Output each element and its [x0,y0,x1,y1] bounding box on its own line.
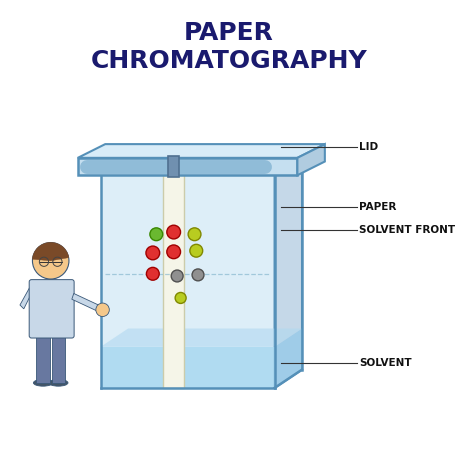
Polygon shape [100,328,302,347]
Circle shape [146,267,159,280]
FancyBboxPatch shape [100,347,274,388]
FancyBboxPatch shape [52,335,65,383]
Polygon shape [100,150,302,168]
Circle shape [96,303,109,317]
FancyBboxPatch shape [78,158,297,175]
Polygon shape [20,288,31,309]
Circle shape [188,228,201,241]
Circle shape [190,244,203,257]
FancyBboxPatch shape [29,280,74,338]
Circle shape [167,245,181,259]
FancyBboxPatch shape [36,335,50,383]
Circle shape [150,228,163,241]
Text: SOLVENT FRONT: SOLVENT FRONT [359,225,456,235]
FancyBboxPatch shape [163,168,184,388]
Polygon shape [78,144,325,158]
Circle shape [167,225,181,239]
Text: PAPER: PAPER [184,21,273,46]
Polygon shape [274,150,302,388]
Circle shape [171,270,183,282]
Polygon shape [297,144,325,175]
Text: CHROMATOGRAPHY: CHROMATOGRAPHY [91,49,367,73]
Wedge shape [32,242,69,261]
Circle shape [146,246,160,260]
Circle shape [192,269,204,281]
Text: LID: LID [359,142,378,152]
Circle shape [32,243,69,279]
Ellipse shape [33,380,53,386]
Text: SOLVENT: SOLVENT [359,358,412,368]
Ellipse shape [49,380,68,386]
Text: PAPER: PAPER [359,202,397,212]
FancyBboxPatch shape [168,156,179,177]
Polygon shape [72,293,102,313]
FancyBboxPatch shape [100,168,274,388]
Circle shape [175,292,186,303]
Polygon shape [274,328,302,388]
